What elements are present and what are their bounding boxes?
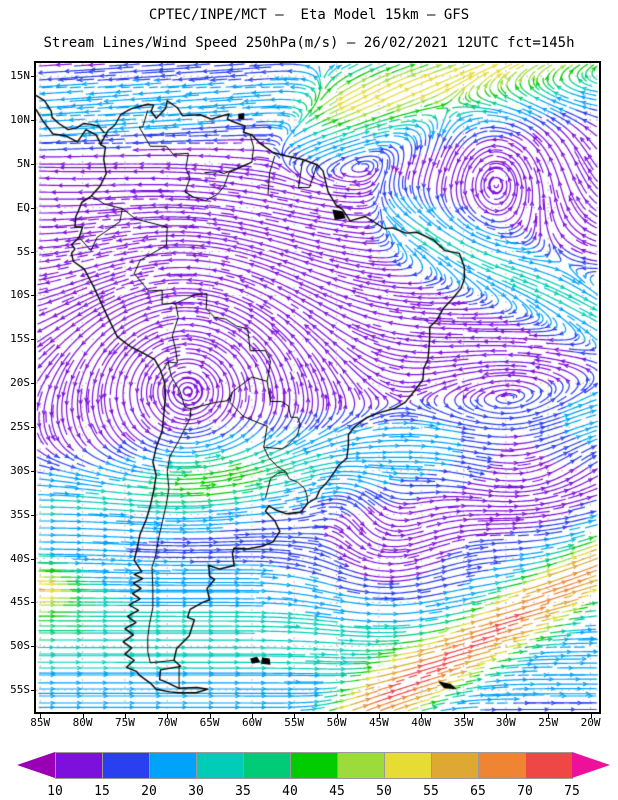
lon-tick-label: 75W: [114, 716, 135, 729]
colorbar-left-arrow: [17, 752, 55, 778]
colorbar-tick-label: 35: [235, 784, 251, 799]
lon-tickmark: [167, 714, 169, 718]
colorbar-box: [102, 752, 150, 779]
lon-tickmark: [294, 714, 296, 718]
colorbar-tick-label: 20: [141, 784, 157, 799]
colorbar-box: [149, 752, 197, 779]
lat-tickmark: [31, 470, 35, 472]
colorbar-tick-label: 15: [94, 784, 110, 799]
lon-tickmark: [336, 714, 338, 718]
lat-tickmark: [31, 295, 35, 297]
lat-tickmark: [31, 76, 35, 78]
colorbar-box: [431, 752, 479, 779]
lon-tick-label: 80W: [72, 716, 93, 729]
lat-tick-label: 55S: [10, 683, 30, 697]
lon-tick-label: 25W: [538, 716, 559, 729]
lon-tickmark: [378, 714, 380, 718]
lon-tickmark: [421, 714, 423, 718]
lat-tick-label: 45S: [10, 595, 30, 609]
colorbar-tick-label: 30: [188, 784, 204, 799]
lon-tick-label: 65W: [199, 716, 220, 729]
lat-tick-label: EQ: [16, 200, 30, 214]
colorbar-box: [243, 752, 291, 779]
lon-tick-label: 55W: [284, 716, 305, 729]
lon-tickmark: [82, 714, 84, 718]
lat-tickmark: [31, 383, 35, 385]
lat-tick-label: 50S: [10, 639, 30, 653]
colorbar-box: [290, 752, 338, 779]
lon-tickmark: [505, 714, 507, 718]
lat-tick-label: 10S: [10, 288, 30, 302]
lat-tick-label: 15S: [10, 332, 30, 346]
lon-tick-label: 50W: [326, 716, 347, 729]
colorbar-box: [337, 752, 385, 779]
lat-tickmark: [31, 207, 35, 209]
lon-tickmark: [548, 714, 550, 718]
lat-tickmark: [31, 602, 35, 604]
lat-tick-label: 30S: [10, 463, 30, 477]
lon-tick-label: 85W: [30, 716, 51, 729]
colorbar-box: [478, 752, 526, 779]
chart-subtitle: Stream Lines/Wind Speed 250hPa(m/s) – 26…: [43, 35, 575, 51]
colorbar-tick-label: 40: [282, 784, 298, 799]
lat-tickmark: [31, 251, 35, 253]
lon-tickmark: [209, 714, 211, 718]
colorbar-tick-label: 75: [564, 784, 580, 799]
colorbar-tick-label: 10: [47, 784, 63, 799]
map-plot-frame: [34, 61, 601, 714]
chart-title: CPTEC/INPE/MCT – Eta Model 15km – GFS: [148, 7, 470, 23]
lat-tick-label: 25S: [10, 419, 30, 433]
wind-speed-colorbar: 10 15 20 30 35 40 45 50 55 65 70 75: [0, 740, 618, 800]
lon-tick-label: 35W: [453, 716, 474, 729]
lon-tickmark: [463, 714, 465, 718]
lat-tick-label: 5S: [16, 244, 30, 258]
lat-tick-label: 10N: [10, 113, 30, 126]
colorbar-tick-label: 55: [423, 784, 439, 799]
lat-tickmark: [31, 646, 35, 648]
colorbar-tick-label: 45: [329, 784, 345, 799]
lon-tick-label: 45W: [368, 716, 389, 729]
lat-tickmark: [31, 690, 35, 692]
lat-tickmark: [31, 558, 35, 560]
lat-tickmark: [31, 426, 35, 428]
lat-tickmark: [31, 339, 35, 341]
lon-tick-label: 30W: [495, 716, 516, 729]
lat-tickmark: [31, 120, 35, 121]
colorbar-box: [55, 752, 103, 779]
colorbar-box: [525, 752, 573, 779]
lon-tick-label: 20W: [580, 716, 601, 729]
lat-tick-label: 40S: [10, 551, 30, 565]
lat-tick-label: 5N: [16, 156, 30, 170]
colorbar-box: [196, 752, 244, 779]
colorbar-right-arrow: [572, 752, 610, 778]
lon-tick-label: 60W: [241, 716, 262, 729]
colorbar-tick-label: 70: [517, 784, 533, 799]
colorbar-box: [384, 752, 432, 779]
colorbar-tick-label: 65: [470, 784, 486, 799]
lat-tick-label: 20S: [10, 376, 30, 390]
lat-tickmark: [31, 514, 35, 516]
lat-tickmark: [31, 163, 35, 165]
lat-tick-label: 35S: [10, 507, 30, 521]
lon-tick-label: 70W: [157, 716, 178, 729]
lon-tickmark: [124, 714, 126, 718]
colorbar-tick-label: 50: [376, 784, 392, 799]
streamline-field-canvas: [36, 63, 599, 712]
lon-tick-label: 40W: [411, 716, 432, 729]
lat-tick-label: 15N: [10, 69, 30, 83]
lon-tickmark: [251, 714, 253, 718]
lon-tickmark: [590, 714, 592, 718]
lon-tickmark: [40, 714, 42, 718]
